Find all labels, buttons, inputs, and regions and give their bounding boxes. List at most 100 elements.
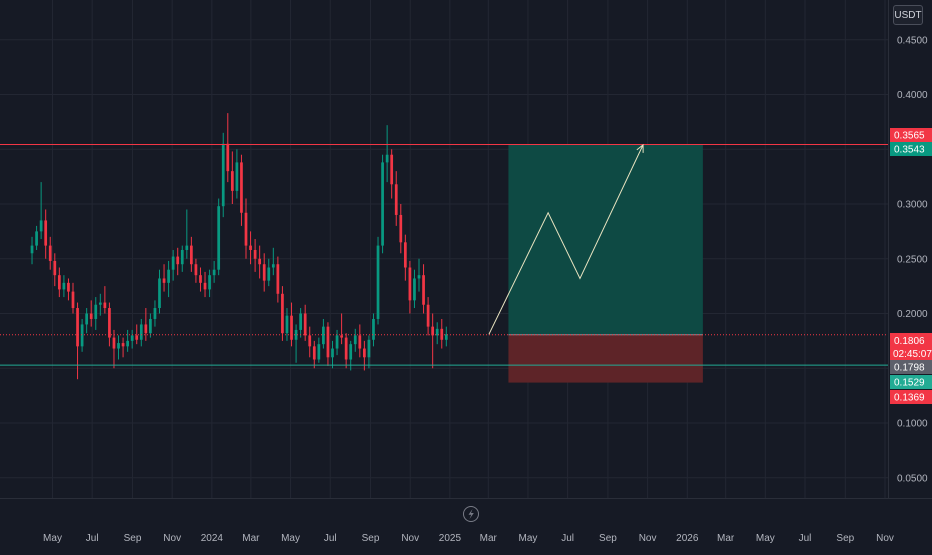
candle-body	[171, 256, 175, 270]
candle-body	[399, 214, 403, 243]
candle-body	[353, 335, 357, 345]
candle-body	[344, 337, 348, 360]
candle-body	[435, 328, 439, 336]
candle-body	[139, 324, 143, 340]
profit-zone[interactable]	[508, 144, 703, 335]
candle-body	[240, 162, 243, 213]
candle-body	[158, 278, 161, 309]
candle-body	[108, 308, 111, 338]
time-tick-label: Nov	[639, 533, 657, 544]
time-tick-label: 2025	[439, 533, 462, 544]
candle-body	[413, 278, 416, 301]
candle-body	[35, 231, 38, 246]
projection-polyline[interactable]	[488, 144, 644, 335]
candle-body	[422, 275, 425, 305]
candle-body	[203, 282, 207, 290]
candle-body	[48, 245, 52, 261]
candle-body	[317, 344, 321, 360]
candle-body	[262, 264, 266, 281]
candle-body	[244, 212, 248, 246]
candle-body	[89, 313, 93, 319]
candle-body	[217, 206, 221, 270]
candle-body	[80, 324, 84, 347]
candle-body	[394, 184, 398, 215]
time-tick-label: Mar	[717, 533, 735, 544]
time-tick-label: May	[43, 533, 62, 544]
price-label-bg	[890, 390, 932, 404]
time-tick-label: Jul	[561, 533, 574, 544]
candle-body	[444, 334, 448, 340]
projection-path[interactable]	[488, 143, 644, 335]
candle-body	[44, 220, 48, 246]
time-tick-label: Sep	[836, 533, 854, 544]
replay-icon[interactable]	[463, 506, 479, 522]
horizontal-lines[interactable]	[0, 144, 888, 366]
candle-body	[335, 335, 339, 349]
candle-body	[376, 245, 380, 319]
projection-arrowhead	[636, 143, 644, 153]
price-tick-label: 0.4500	[897, 35, 928, 46]
candle-body	[112, 337, 116, 349]
price-label-bg	[890, 142, 932, 156]
candle-body	[281, 293, 284, 334]
long-position-tool[interactable]	[508, 144, 703, 383]
time-tick-label: Sep	[362, 533, 380, 544]
price-label-bg	[890, 360, 932, 374]
candle-body	[303, 313, 307, 336]
candle-body	[367, 339, 371, 358]
price-label: 0.3543	[894, 145, 925, 156]
candle-body	[208, 275, 211, 290]
price-tick-label: 0.0500	[897, 473, 928, 484]
time-tick-label: Jul	[799, 533, 812, 544]
candle-body	[235, 162, 239, 191]
candle-body	[285, 315, 289, 334]
price-label: 0.1529	[894, 378, 925, 389]
candle-body	[71, 291, 75, 309]
candle-body	[267, 267, 271, 281]
candle-body	[212, 269, 216, 276]
candle-body	[408, 267, 412, 301]
candle-body	[67, 282, 70, 292]
candle-body	[221, 143, 225, 207]
time-tick-label: Jul	[86, 533, 99, 544]
candle-body	[230, 171, 234, 191]
candle-body	[258, 258, 262, 265]
time-tick-label: Mar	[480, 533, 498, 544]
countdown-label: 02:45:07	[893, 349, 932, 360]
candle-body	[149, 318, 152, 334]
candle-body	[153, 308, 157, 319]
candle-body	[194, 264, 198, 276]
candle-body	[276, 264, 280, 294]
candle-body	[299, 313, 302, 330]
candle-body	[185, 245, 189, 250]
candle-body	[226, 143, 230, 172]
candle-body	[363, 348, 366, 358]
candle-body	[372, 318, 375, 340]
candle-body	[57, 275, 61, 290]
time-tick-label: Sep	[599, 533, 617, 544]
candle-body	[326, 326, 330, 358]
price-label-bg	[890, 375, 932, 389]
candle-body	[331, 348, 334, 358]
loss-zone[interactable]	[508, 334, 703, 383]
price-tick-label: 0.2000	[897, 309, 928, 320]
price-label-bg	[890, 128, 932, 142]
candle-body	[117, 343, 120, 349]
candle-body	[358, 335, 362, 349]
candle-body	[162, 278, 166, 283]
candle-body	[94, 304, 98, 319]
time-tick-label: Nov	[876, 533, 894, 544]
candle-body	[167, 269, 170, 283]
candle-body	[180, 249, 184, 265]
time-tick-label: Sep	[124, 533, 142, 544]
candle-body	[390, 154, 394, 185]
time-tick-label: Nov	[401, 533, 419, 544]
candle-body	[385, 154, 389, 163]
candles	[30, 113, 448, 380]
candle-body	[431, 326, 435, 336]
currency-button[interactable]: USDT	[893, 5, 923, 25]
price-label: 0.1369	[894, 393, 925, 404]
